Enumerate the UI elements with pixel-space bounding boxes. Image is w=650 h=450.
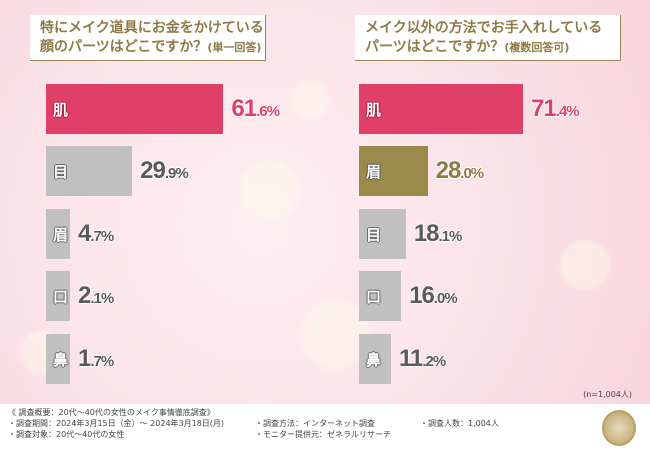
bar-value: 18.1% [413,220,463,248]
left-chart-title: 特にメイク道具にお金をかけている 顔のパーツはどこですか？(単一回答) [30,15,266,61]
bar-label: 口 [366,287,382,306]
bar-label: 肌 [366,100,382,119]
value-decimal: .9% [164,165,189,182]
value-integer: 71 [531,95,557,122]
value-decimal: .7% [90,353,114,370]
bokeh [290,80,330,120]
bar: 目 [46,146,133,196]
value-decimal: .4% [555,103,580,120]
survey-provider: ・モニター提供元：ゼネラルリサーチ [255,430,391,439]
bar-row: 眉 28.0% [359,146,485,196]
value-decimal: .7% [90,228,114,245]
bar: 口 [46,271,70,321]
bar: 眉 [46,209,70,259]
bar: 肌 [46,84,224,134]
survey-count: ・調査人数：1,004人 [420,419,499,428]
title-line: 特にメイク道具にお金をかけている [40,20,264,36]
bar: 鼻 [46,334,70,384]
bar-label: 目 [53,162,69,181]
sample-size-note: (n=1,004人) [583,390,632,399]
survey-overview: 《 調査概要：20代～40代の女性のメイク事情徹底調査》 [8,408,215,417]
value-decimal: .1% [438,228,463,245]
bar-row: 鼻 1.7% [46,334,114,384]
bar-row: 口 16.0% [359,271,458,321]
value-integer: 2 [78,282,91,309]
seal-logo [602,410,636,446]
survey-target: ・調査対象：20代～40代の女性 [8,430,125,439]
bar: 肌 [359,84,524,134]
value-integer: 11 [399,345,423,372]
bar-value: 16.0% [409,282,458,310]
bar: 口 [359,271,402,321]
title-text: 顔のパーツはどこですか？ [40,39,208,55]
survey-period: ・調査期間：2024年3月15日（金）～ 2024年3月18日(月) [8,419,225,428]
title-note: (複数回答可) [504,41,570,54]
bar-label: 眉 [53,225,69,244]
value-integer: 1 [78,345,91,372]
value-integer: 61 [231,95,257,122]
value-integer: 16 [409,282,435,309]
bar-label: 鼻 [53,350,69,369]
bar-label: 口 [53,287,69,306]
bar-label: 眉 [366,162,382,181]
bar-value: 29.9% [140,157,189,185]
survey-method: ・調査方法：インターネット調査 [255,419,375,428]
value-decimal: .1% [90,290,114,307]
bar-row: 眉 4.7% [46,209,114,259]
value-decimal: .0% [460,165,484,182]
title-note: (単一回答) [207,41,262,54]
value-decimal: .0% [433,290,458,307]
bar-value: 4.7% [78,220,114,248]
title-line: メイク以外の方法でお手入れしている [365,20,603,36]
bar-value: 61.6% [231,95,280,123]
bar-value: 28.0% [435,157,485,185]
bokeh [560,240,610,290]
bar-row: 鼻 11.2% [359,334,446,384]
bar-row: 目 18.1% [359,209,463,259]
bokeh [240,160,300,220]
title-text: パーツはどこですか？ [365,39,505,55]
bar: 鼻 [359,334,391,384]
bar-row: 肌 61.6% [46,84,280,134]
bar: 眉 [359,146,428,196]
bar-row: 口 2.1% [46,271,114,321]
bar-value: 1.7% [78,345,114,373]
value-decimal: .2% [422,353,446,370]
bar-row: 肌 71.4% [359,84,580,134]
bar-value: 11.2% [399,345,446,373]
bar-value: 2.1% [78,282,114,310]
bar-label: 目 [366,225,382,244]
bar-row: 目 29.9% [46,146,189,196]
survey-footer: 《 調査概要：20代～40代の女性のメイク事情徹底調査》 ・調査期間：2024年… [0,404,650,450]
value-integer: 29 [140,157,166,184]
value-integer: 18 [413,220,440,247]
right-chart-title: メイク以外の方法でお手入れしている パーツはどこですか？(複数回答可) [355,15,621,61]
value-decimal: .6% [256,103,280,120]
bar-label: 肌 [53,100,69,119]
value-integer: 28 [435,157,462,184]
title-line: 顔のパーツはどこですか？(単一回答) [40,38,261,57]
title-line: パーツはどこですか？(複数回答可) [365,38,610,57]
value-integer: 4 [78,220,91,247]
bar-value: 71.4% [531,95,580,123]
bar-label: 鼻 [366,350,382,369]
bokeh [300,300,370,370]
bar: 目 [359,209,406,259]
